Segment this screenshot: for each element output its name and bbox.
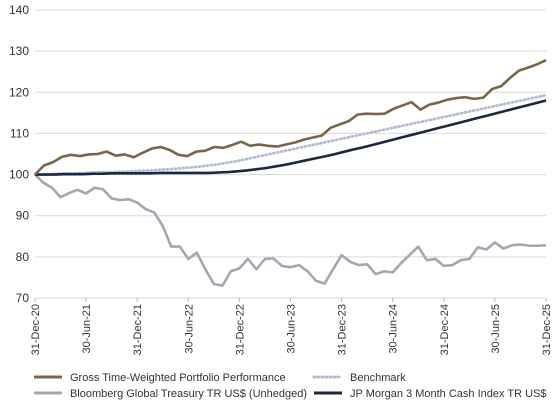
x-tick-label: 31-Dec-24	[439, 304, 451, 355]
x-tick-label: 31-Dec-25	[541, 304, 553, 355]
series-line-cash	[35, 99, 547, 176]
y-tick-label: 100	[9, 168, 29, 182]
x-tick-label: 31-Dec-22	[234, 304, 246, 355]
x-tick-label: 30-Jun-21	[81, 304, 93, 354]
series-line-treasury	[34, 173, 547, 287]
series-line-portfolio	[34, 59, 547, 176]
series-line-benchmark	[33, 93, 548, 176]
legend: Gross Time-Weighted Portfolio Performanc…	[34, 372, 546, 400]
legend-label-cash: JP Morgan 3 Month Cash Index TR US$	[350, 388, 546, 400]
x-axis: 31-Dec-20 30-Jun-21 31-Dec-21 30-Jun-22 31-D…	[30, 298, 553, 355]
legend-label-treasury: Bloomberg Global Treasury TR US$ (Unhedg…	[70, 388, 307, 400]
legend-item-cash: JP Morgan 3 Month Cash Index TR US$	[314, 388, 546, 400]
y-tick-label: 70	[16, 291, 30, 305]
x-tick-label: 30-Jun-25	[490, 304, 502, 354]
y-tick-label: 130	[9, 44, 29, 58]
legend-item-benchmark: Benchmark	[312, 372, 406, 384]
y-tick-label: 80	[16, 250, 30, 264]
x-tick-label: 31-Dec-20	[30, 304, 42, 355]
legend-item-portfolio: Gross Time-Weighted Portfolio Performanc…	[34, 372, 286, 384]
y-tick-label: 140	[9, 3, 29, 17]
y-tick-label: 110	[10, 126, 29, 140]
y-tick-label: 120	[9, 85, 29, 99]
x-tick-label: 30-Jun-23	[286, 304, 298, 354]
y-axis: 70 80 90 100 110 120 130 140	[9, 3, 29, 305]
legend-label-portfolio: Gross Time-Weighted Portfolio Performanc…	[70, 372, 286, 384]
x-tick-label: 30-Jun-24	[388, 304, 400, 354]
legend-label-benchmark: Benchmark	[350, 372, 406, 384]
plot-area	[33, 59, 548, 287]
x-tick-label: 30-Jun-22	[183, 304, 195, 354]
x-tick-label: 31-Dec-21	[132, 304, 144, 355]
legend-item-treasury: Bloomberg Global Treasury TR US$ (Unhedg…	[34, 388, 307, 400]
y-tick-label: 90	[16, 209, 30, 223]
x-tick-label: 31-Dec-23	[337, 304, 349, 355]
